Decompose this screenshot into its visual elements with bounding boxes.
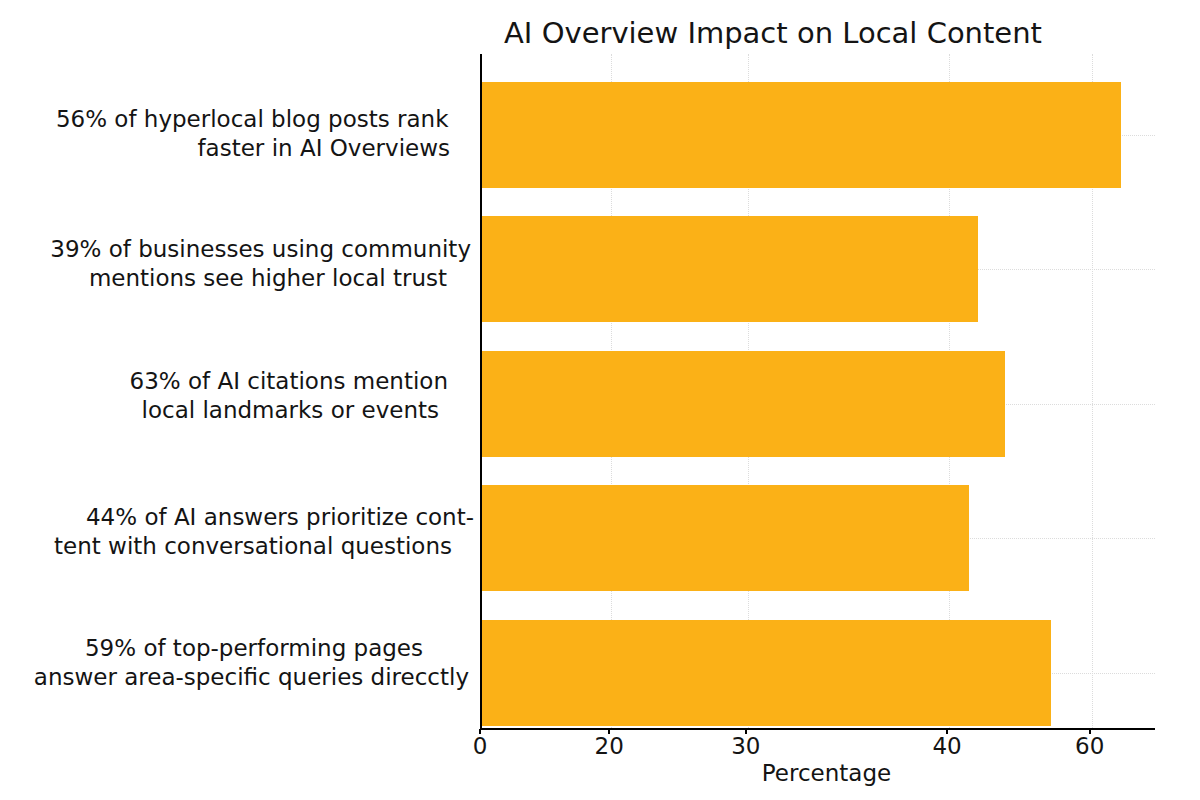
bar-1 xyxy=(482,82,1121,188)
y-category-label-line: 59% of top-performing pages xyxy=(85,634,423,663)
x-tick-label: 20 xyxy=(569,732,649,760)
bar-4 xyxy=(482,485,969,591)
y-category-label-line: faster in AI Overviews xyxy=(198,134,450,163)
y-category-label-line: 39% of businesses using community xyxy=(50,235,471,264)
y-category-label-line: answer area-specific queries direcctly xyxy=(34,663,469,692)
bar-chart-figure: AI Overview Impact on Local Content Perc… xyxy=(0,0,1200,800)
x-tick-label: 60 xyxy=(1050,732,1130,760)
y-category-label-line: local landmarks or events xyxy=(142,396,439,425)
y-category-label-line: mentions see higher local trust xyxy=(89,264,447,293)
chart-title: AI Overview Impact on Local Content xyxy=(0,16,1200,50)
y-category-label-line: 44% of AI answers prioritize cont- xyxy=(86,503,474,532)
y-category-label-line: tent with conversational questions xyxy=(54,532,452,561)
x-tick-label: 0 xyxy=(440,732,520,760)
x-tick-label: 30 xyxy=(706,732,786,760)
bar-3 xyxy=(482,351,1005,457)
y-category-label-line: 63% of AI citations mention xyxy=(130,367,448,396)
bar-2 xyxy=(482,216,978,322)
plot-area xyxy=(480,54,1155,730)
x-axis-label: Percentage xyxy=(490,760,1163,786)
x-tick-label: 40 xyxy=(907,732,987,760)
bar-5 xyxy=(482,620,1051,726)
y-category-label-line: 56% of hyperlocal blog posts rank xyxy=(56,105,449,134)
